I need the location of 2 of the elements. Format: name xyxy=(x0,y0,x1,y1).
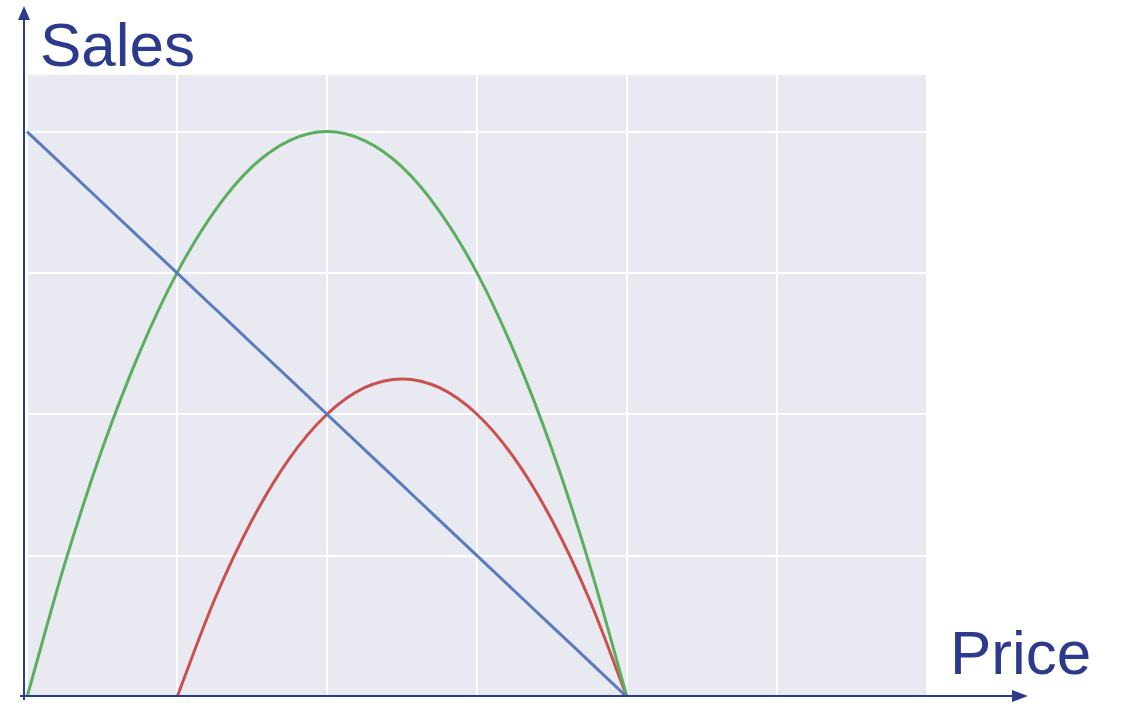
x-axis-title: Price xyxy=(950,618,1092,687)
y-axis-title: Sales xyxy=(40,10,196,79)
